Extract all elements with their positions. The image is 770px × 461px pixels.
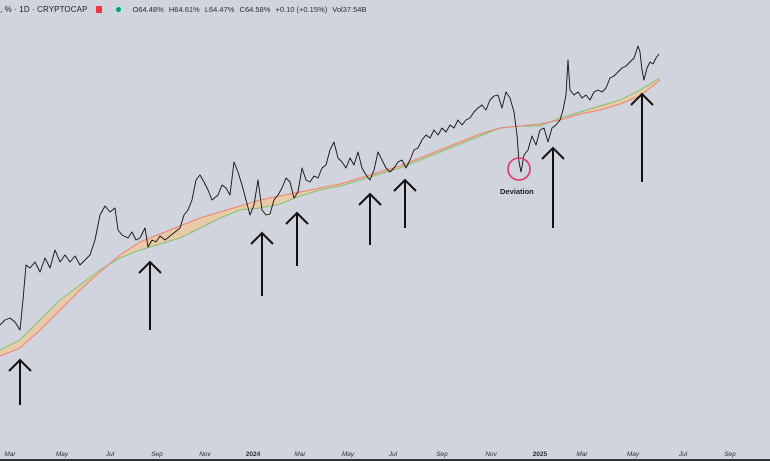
up-arrow-icon — [138, 260, 162, 330]
time-axis-label: Jul — [678, 451, 688, 458]
time-axis-label: Mar — [4, 451, 16, 458]
axis-border — [0, 459, 770, 461]
time-axis-label: 2025 — [532, 451, 548, 458]
up-arrow-icon — [8, 358, 32, 405]
change-value: +0.10 (+0.15%) — [275, 4, 328, 14]
time-axis-label: May — [626, 451, 640, 458]
time-axis-label: Nov — [485, 451, 497, 458]
up-arrow-icon — [358, 192, 382, 245]
open-value: O64.48% — [132, 4, 164, 14]
deviation-label: Deviation — [500, 187, 534, 196]
time-axis-label: Sep — [724, 451, 736, 458]
time-axis[interactable]: Mar May Jul Sep Nov 2024 Mar May Jul Sep Nov 2025 Ma… — [0, 448, 770, 461]
up-arrow-icon — [250, 231, 274, 296]
market-status-icon — [113, 4, 123, 14]
price-line — [0, 45, 660, 331]
high-value: H64.61% — [168, 4, 200, 14]
volume-value: Vol37.54B — [332, 4, 367, 14]
chart-header: , % · 1D · CRYPTOCAP O64.48% H64.61% L64… — [0, 0, 770, 18]
flag-icon[interactable] — [95, 5, 102, 13]
time-axis-label: May — [55, 451, 69, 458]
up-arrow-icon — [393, 178, 417, 228]
moving-average-red-line — [0, 79, 661, 357]
up-arrow-icon — [630, 92, 654, 182]
time-axis-label: Sep — [151, 451, 163, 458]
time-axis-label: Mar — [576, 451, 588, 458]
time-axis-label: Sep — [436, 451, 448, 458]
time-axis-label: May — [341, 451, 355, 458]
symbol-label[interactable]: , % · 1D · CRYPTOCAP — [0, 4, 88, 14]
up-arrow-icon — [541, 146, 565, 228]
support-arrows — [8, 92, 654, 405]
time-axis-label: Jul — [105, 451, 115, 458]
close-value: C64.58% — [239, 4, 271, 14]
time-axis-label: Nov — [199, 451, 211, 458]
ohlc-values: O64.48% H64.61% L64.47% C64.58% +0.10 (+… — [133, 5, 370, 14]
time-axis-label: 2024 — [245, 451, 261, 458]
time-axis-label: Mar — [294, 451, 306, 458]
time-axis-label: Jul — [388, 451, 398, 458]
low-value: L64.47% — [204, 4, 235, 14]
deviation-circle — [507, 157, 531, 181]
up-arrow-icon — [285, 211, 309, 266]
